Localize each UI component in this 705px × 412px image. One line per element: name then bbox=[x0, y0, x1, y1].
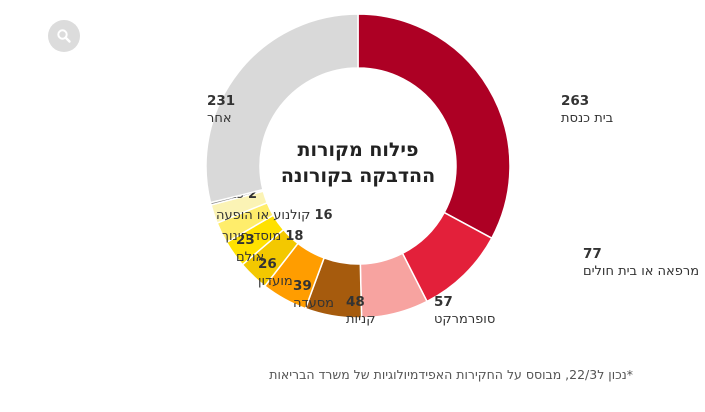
slice-label-1: מרפאה או בית חולים bbox=[583, 264, 699, 279]
slice-label-5: מועדון bbox=[258, 274, 293, 289]
slice-10[interactable] bbox=[205, 13, 359, 204]
slice-value-6: 23 bbox=[236, 232, 255, 248]
slice-label-0: בית כנסת bbox=[561, 111, 613, 126]
slice-value-1: 77 bbox=[583, 246, 602, 262]
chart-title-line-0: פילוח מקורות bbox=[298, 139, 419, 161]
chart-title-line-1: ההדבקה בקורונה bbox=[281, 165, 435, 187]
slice-label-6: אולם bbox=[236, 250, 264, 265]
footnote: *נכון ל22/3, מבוסס על החקירות האפידמיולו… bbox=[269, 367, 633, 382]
slice-value-4: 39 bbox=[293, 278, 312, 294]
zoom-icon bbox=[57, 29, 71, 43]
slice-value-2: 57 bbox=[434, 294, 453, 310]
zoom-button[interactable] bbox=[48, 20, 80, 52]
slice-value-10: 231 bbox=[207, 93, 235, 109]
slice-label-4: מסעדה bbox=[293, 296, 334, 311]
slice-0[interactable] bbox=[357, 13, 511, 240]
slice-label-10: אחר bbox=[207, 111, 232, 126]
slice-value-3: 48 bbox=[346, 294, 365, 310]
slice-label-3: קניות bbox=[346, 312, 375, 327]
slice-label-2: סופרמרקט bbox=[434, 312, 495, 327]
slice-value-0: 263 bbox=[561, 93, 589, 109]
slice-label-7: 18 מוסד חינוך bbox=[222, 229, 303, 244]
slice-label-8: 16 קולנוע או הופעה bbox=[216, 208, 333, 223]
slice-value-5: 26 bbox=[258, 256, 277, 272]
